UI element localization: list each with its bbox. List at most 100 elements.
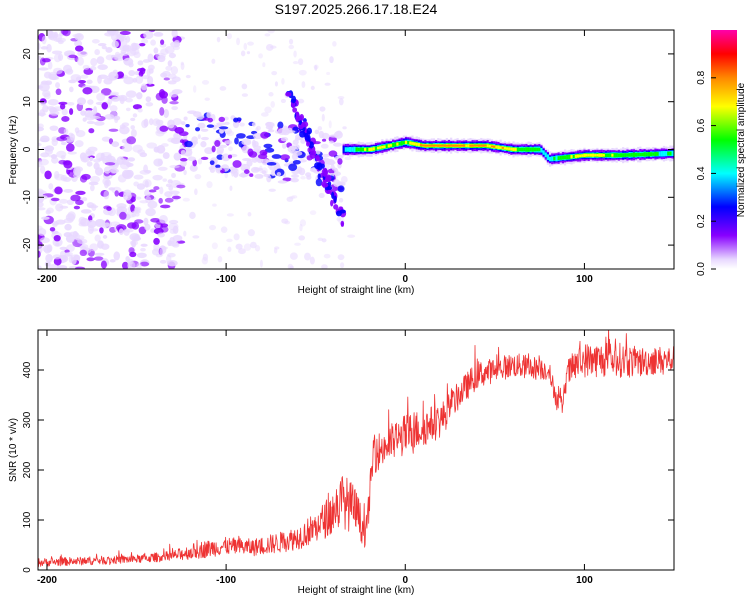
heatmap-cell <box>38 126 45 132</box>
heatmap-cell <box>89 115 101 120</box>
heatmap-cell <box>370 147 373 151</box>
heatmap-cell <box>192 159 197 167</box>
heatmap-cell <box>153 31 164 37</box>
heatmap-cell <box>219 86 227 91</box>
heatmap-cell <box>171 89 183 95</box>
y-tick-label: 0 <box>22 146 33 152</box>
heatmap-cell <box>266 161 277 166</box>
heatmap-cell <box>194 188 198 196</box>
heatmap-cell <box>127 222 137 229</box>
heatmap-cell <box>89 175 101 183</box>
heatmap-cell <box>284 220 291 225</box>
heatmap-cell <box>336 216 341 222</box>
heatmap-cell <box>102 235 108 239</box>
heatmap-cell <box>47 33 55 40</box>
heatmap-cell <box>385 144 388 149</box>
heatmap-cell <box>40 152 50 158</box>
heatmap-cell <box>619 153 623 158</box>
heatmap-cell <box>167 252 176 258</box>
heatmap-cell <box>351 147 354 152</box>
heatmap-cell <box>243 169 250 174</box>
heatmap-cell <box>602 153 605 157</box>
heatmap-cell <box>630 153 633 157</box>
heatmap-cell <box>125 107 131 112</box>
heatmap-cell <box>38 201 44 208</box>
heatmap-cell <box>215 167 223 171</box>
heatmap-cell <box>566 154 569 160</box>
heatmap-cell <box>135 196 142 200</box>
heatmap-cell <box>176 184 186 189</box>
heatmap-cell <box>264 147 275 153</box>
heatmap-cell <box>40 46 49 50</box>
heatmap-cell <box>172 225 179 234</box>
heatmap-cell <box>441 144 444 147</box>
heatmap-cell <box>184 140 193 148</box>
heatmap-cell <box>75 190 86 196</box>
heatmap-cell <box>632 152 635 158</box>
heatmap-cell <box>46 43 52 53</box>
heatmap-cell <box>288 44 295 50</box>
heatmap-cell <box>128 62 134 68</box>
heatmap-cell <box>317 173 321 180</box>
heatmap-cell <box>510 147 513 151</box>
heatmap-cell <box>67 151 77 155</box>
heatmap-cell <box>138 43 146 47</box>
heatmap-cell <box>76 56 84 66</box>
heatmap-cell <box>613 153 616 158</box>
heatmap-cell <box>289 145 297 151</box>
heatmap-cell <box>366 147 369 152</box>
heatmap-cell <box>48 183 54 190</box>
heatmap-cell <box>349 147 352 152</box>
spectrogram-y-axis-label: Frequency (Hz) <box>8 116 19 185</box>
heatmap-cell <box>108 187 116 191</box>
heatmap-cell <box>62 254 67 263</box>
heatmap-cell <box>138 226 147 235</box>
heatmap-cell <box>49 125 59 131</box>
heatmap-cell <box>119 161 130 170</box>
heatmap-cell <box>66 143 75 152</box>
heatmap-cell <box>94 121 105 126</box>
heatmap-cell <box>325 174 332 183</box>
heatmap-cell <box>145 208 156 217</box>
heatmap-cell <box>227 154 233 159</box>
heatmap-cell <box>273 247 278 254</box>
heatmap-cell <box>529 147 532 152</box>
heatmap-cell <box>660 151 663 157</box>
heatmap-cell <box>141 38 149 44</box>
heatmap-cell <box>247 148 254 157</box>
heatmap-cell <box>69 108 74 115</box>
heatmap-cell <box>63 64 73 74</box>
heatmap-cell <box>103 166 112 174</box>
heatmap-cell <box>286 196 294 202</box>
heatmap-cell <box>563 155 567 160</box>
heatmap-cell <box>536 147 539 152</box>
snr-y-axis-label: SNR (10 * v/v) <box>8 418 19 482</box>
heatmap-cell <box>337 158 343 165</box>
heatmap-cell <box>119 125 130 135</box>
heatmap-cell <box>357 147 360 152</box>
heatmap-cell <box>212 203 217 207</box>
heatmap-cell <box>493 145 496 148</box>
heatmap-cell <box>171 195 181 200</box>
heatmap-cell <box>482 144 485 147</box>
colorbar: 0.0 0.2 0.4 0.6 0.8 Normalized spectral ampl… <box>696 30 747 276</box>
heatmap-cell <box>268 92 274 97</box>
heatmap-cell <box>55 82 60 89</box>
heatmap-cell <box>56 136 68 142</box>
heatmap-cell <box>122 191 132 201</box>
heatmap-cell <box>38 228 47 236</box>
heatmap-cell <box>579 154 582 158</box>
heatmap-cell <box>94 252 105 256</box>
heatmap-cell <box>137 108 143 113</box>
heatmap-cell <box>298 69 307 76</box>
heatmap-cell <box>45 209 51 215</box>
heatmap-cell <box>570 155 573 159</box>
heatmap-cell <box>246 159 253 167</box>
heatmap-cell <box>171 172 177 179</box>
heatmap-cell <box>305 141 311 147</box>
heatmap-cell <box>195 127 201 132</box>
heatmap-cell <box>74 40 83 47</box>
heatmap-cell <box>361 147 365 152</box>
heatmap-cell <box>583 153 586 157</box>
heatmap-cell <box>180 62 185 70</box>
